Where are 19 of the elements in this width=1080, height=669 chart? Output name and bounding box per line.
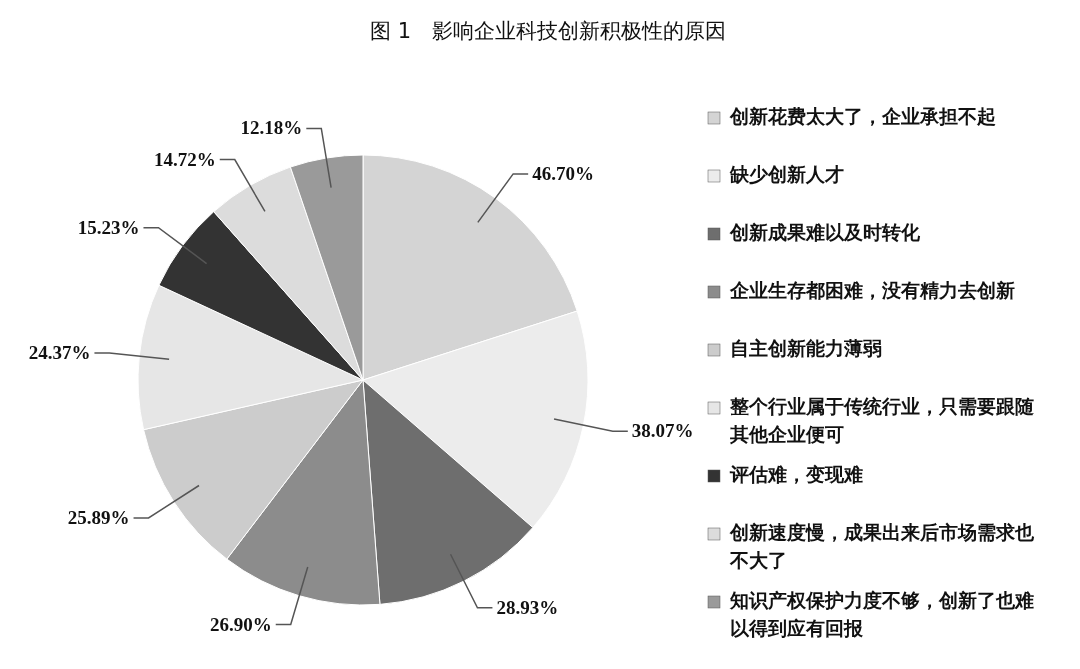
data-label: 14.72% xyxy=(154,148,216,170)
data-label: 24.37% xyxy=(28,342,91,364)
legend-label: 自主创新能力薄弱 xyxy=(730,337,882,359)
data-label: 12.18% xyxy=(240,117,303,139)
data-label: 46.70% xyxy=(532,162,594,184)
legend-label: 知识产权保护力度不够，创新了也难以得到应有回报 xyxy=(729,589,1034,639)
data-label: 15.23% xyxy=(77,216,140,238)
legend-label: 创新成果难以及时转化 xyxy=(729,221,921,243)
chart-title: 图 1 影响企业科技创新积极性的原因 xyxy=(369,19,727,43)
legend-label: 评估难，变现难 xyxy=(729,463,863,485)
data-label: 28.93% xyxy=(496,596,559,618)
data-label: 38.07% xyxy=(631,420,694,442)
data-label: 25.89% xyxy=(67,506,130,528)
legend-label: 企业生存都困难，没有精力去创新 xyxy=(729,279,1015,301)
legend-label: 整个行业属于传统行业，只需要跟随其他企业便可 xyxy=(729,395,1035,445)
legend-label: 缺少创新人才 xyxy=(729,163,844,185)
legend-label: 创新花费太大了，企业承担不起 xyxy=(729,105,996,127)
legend-label: 创新速度慢，成果出来后市场需求也不大了 xyxy=(729,521,1035,571)
data-label: 26.90% xyxy=(209,613,272,635)
